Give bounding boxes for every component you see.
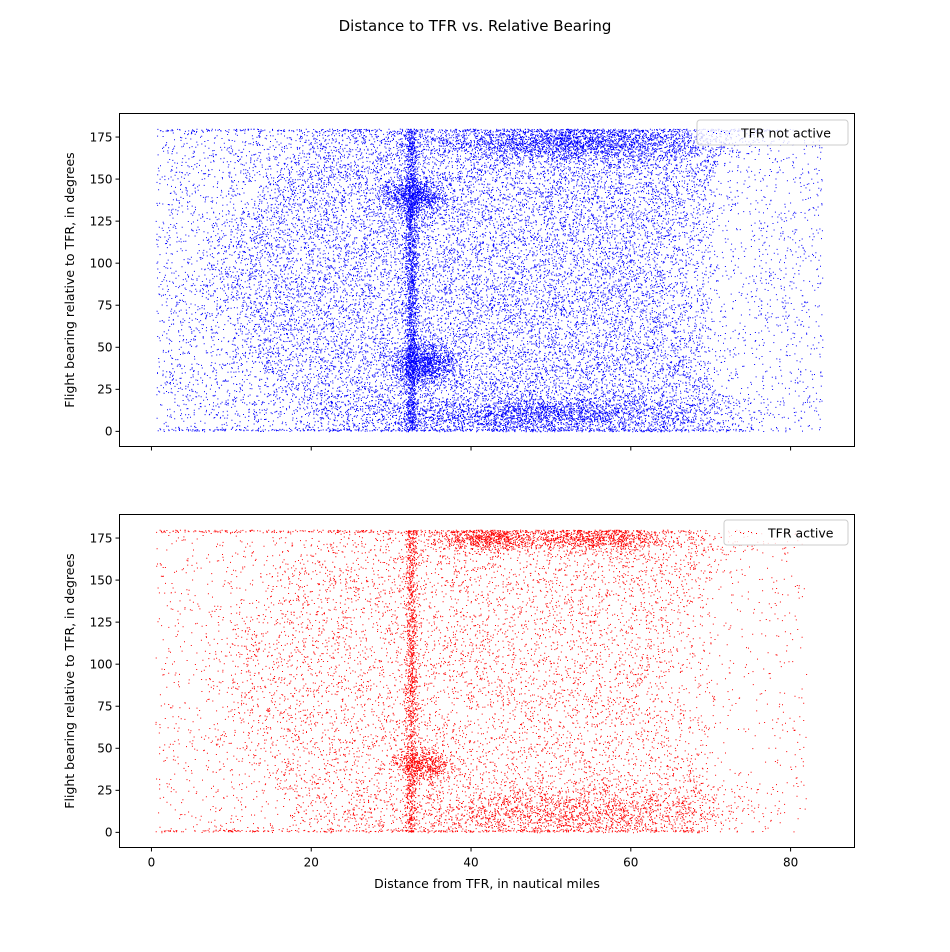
legend-box-top [696, 119, 849, 146]
legend-marker-tfr-not-active [708, 131, 730, 134]
legend-marker-dot [756, 533, 757, 534]
legend-marker-dot [721, 131, 722, 132]
x-ticks-bottom: 0 20 40 60 80 [148, 847, 798, 870]
legend-marker-dot [708, 131, 709, 132]
y-tick-label: 0 [105, 826, 113, 840]
legend-marker-dot [748, 531, 749, 532]
scatter-point-set [155, 529, 808, 834]
y-tick-label: 25 [97, 784, 112, 798]
legend-marker-dot [716, 133, 717, 134]
x-ticks-top [150, 446, 792, 451]
legend-bottom: TFR active [723, 519, 849, 546]
legend-box-bottom [723, 519, 849, 546]
x-tick-label: 20 [304, 856, 319, 870]
legend-label-tfr-not-active: TFR not active [740, 126, 831, 141]
y-tick-label: 175 [90, 531, 113, 545]
legend-top: TFR not active [696, 119, 849, 146]
legend-marker-dot [743, 533, 744, 534]
x-tick-label: 80 [783, 856, 798, 870]
y-tick-label: 125 [90, 214, 113, 228]
legend-marker-dot [751, 532, 752, 533]
scatter-points-tfr-active [155, 529, 808, 834]
y-tick-label: 50 [97, 341, 112, 355]
scatter-point-set [155, 128, 824, 433]
y-ticks-top: 0 25 50 75 100 125 150 175 [90, 130, 120, 439]
legend-label-tfr-active: TFR active [767, 526, 834, 541]
y-tick-label: 0 [105, 425, 113, 439]
y-tick-label: 175 [90, 130, 113, 144]
y-tick-label: 125 [90, 615, 113, 629]
x-tick-label: 40 [463, 856, 478, 870]
plot-area-top [119, 113, 855, 447]
scatter-points-tfr-not-active [155, 128, 824, 433]
x-tick-label: 0 [148, 856, 156, 870]
legend-marker-dot [729, 133, 730, 134]
y-tick-label: 75 [97, 700, 112, 714]
y-axis-label-bottom: Flight bearing relative to TFR, in degre… [62, 553, 77, 808]
legend-marker-dot [740, 532, 741, 533]
legend-marker-dot [713, 132, 714, 133]
y-ticks-bottom: 0 25 50 75 100 125 150 175 [90, 531, 120, 840]
panel-tfr-active: 0 25 50 75 100 125 150 175 0 20 40 60 80 Flight bea… [62, 514, 855, 870]
y-tick-label: 150 [90, 573, 113, 587]
axes-frame-bottom [119, 514, 855, 848]
legend-marker-dot [735, 531, 736, 532]
y-tick-label: 100 [90, 256, 113, 270]
panel-tfr-not-active: 0 25 50 75 100 125 150 175 Flight bearing relat… [62, 113, 855, 451]
y-tick-label: 100 [90, 657, 113, 671]
plot-area-bottom [119, 514, 855, 848]
y-axis-label-top: Flight bearing relative to TFR, in degre… [62, 152, 77, 407]
y-tick-label: 25 [97, 383, 112, 397]
y-tick-label: 75 [97, 299, 112, 313]
x-tick-label: 60 [623, 856, 638, 870]
chart-title: Distance to TFR vs. Relative Bearing [339, 17, 612, 35]
legend-marker-dot [724, 132, 725, 133]
axes-frame-top [119, 113, 855, 447]
legend-marker-tfr-active [735, 531, 757, 534]
x-axis-label: Distance from TFR, in nautical miles [374, 876, 600, 891]
y-tick-label: 150 [90, 172, 113, 186]
y-tick-label: 50 [97, 742, 112, 756]
